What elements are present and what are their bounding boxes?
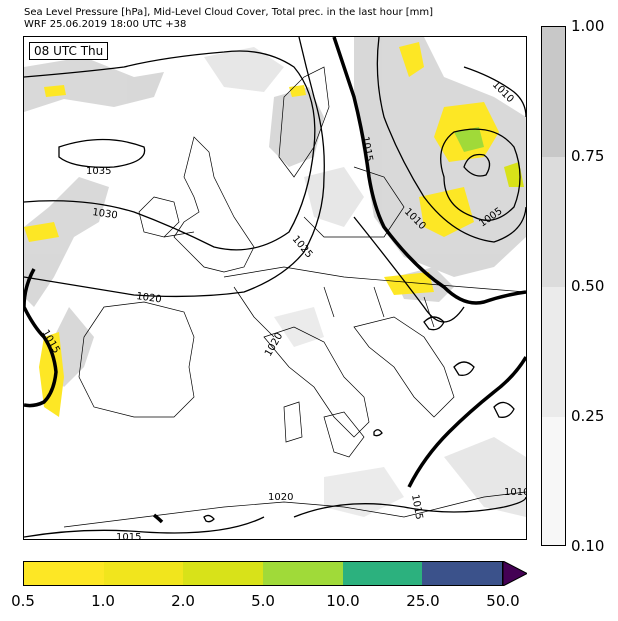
coastlines-layer <box>63 66 526 528</box>
precip-bar-segment <box>183 562 264 585</box>
cloud-tick-label: 0.50 <box>571 277 605 295</box>
forecast-time-label: 08 UTC Thu <box>29 42 109 60</box>
cloud-bar-segment <box>542 27 565 157</box>
cloud-bar-segment <box>542 157 565 287</box>
weather-map[interactable]: 1035 1030 1025 1020 1015 1010 1005 1020 … <box>23 36 527 540</box>
map-svg: 1035 1030 1025 1020 1015 1010 1005 1020 … <box>24 37 526 539</box>
isobar-label: 1015 <box>409 494 424 521</box>
precip-tick-label: 10.0 <box>326 592 360 610</box>
isobar-label: 1020 <box>136 291 163 305</box>
cloud-bar-segment <box>542 417 565 545</box>
precip-extend-arrow <box>503 561 527 586</box>
precip-tick-label: 0.5 <box>11 592 35 610</box>
precip-bar-segment <box>342 562 423 585</box>
isobar-label: 1010 <box>504 487 526 498</box>
precip-bar-segment <box>103 562 184 585</box>
detail-contours-layer <box>203 316 515 523</box>
cloud-bar-segment <box>542 287 565 417</box>
isobar-label: 1035 <box>86 166 111 177</box>
cloud-tick-label: 1.00 <box>571 17 605 35</box>
cloud-tick-label: 0.10 <box>571 537 605 555</box>
isobar-label: 1015 <box>359 136 374 163</box>
cloud-tick-label: 0.75 <box>571 147 605 165</box>
precip-bar-segment <box>263 562 343 585</box>
isobar-label: 1015 <box>116 532 141 539</box>
precip-bar-segment <box>24 562 104 585</box>
isobar-label: 1020 <box>263 331 285 359</box>
map-title-line1: Sea Level Pressure [hPa], Mid-Level Clou… <box>24 7 434 18</box>
precip-tick-label: 2.0 <box>171 592 195 610</box>
isobars-layer <box>24 37 526 538</box>
isobar-label: 1030 <box>92 207 119 221</box>
isobar-label: 1020 <box>268 492 293 503</box>
precip-tick-label: 5.0 <box>251 592 275 610</box>
cloud-tick-label: 0.25 <box>571 407 605 425</box>
precip-tick-label: 50.0 <box>486 592 520 610</box>
map-title-line2: WRF 25.06.2019 18:00 UTC +38 <box>24 19 187 30</box>
precipitation-colorbar <box>23 561 503 586</box>
cloud-cover-colorbar <box>541 26 566 546</box>
precip-bar-segment <box>422 562 503 585</box>
precip-tick-label: 1.0 <box>91 592 115 610</box>
isobar-1015-bold <box>24 37 526 524</box>
precip-tick-label: 25.0 <box>406 592 440 610</box>
